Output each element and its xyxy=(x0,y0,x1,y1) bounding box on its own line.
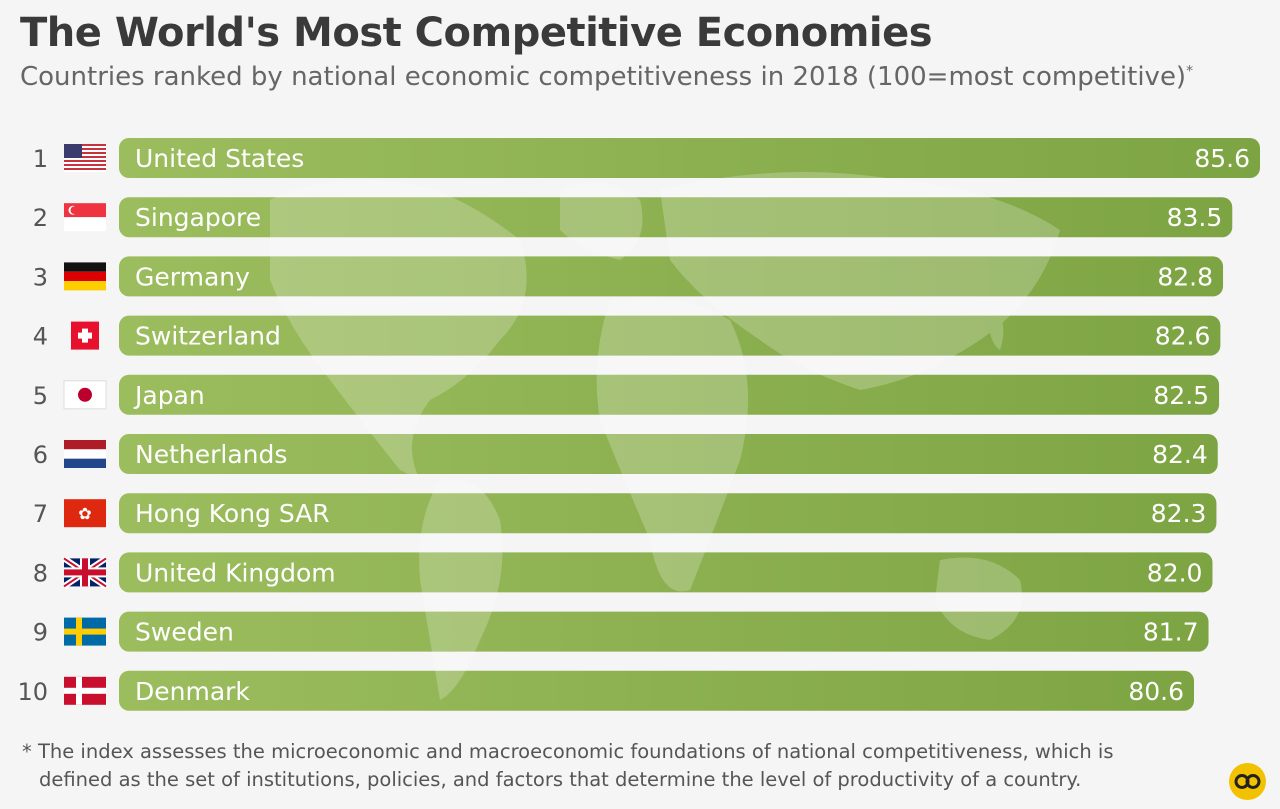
chart-title: The World's Most Competitive Economies xyxy=(20,10,933,56)
rank-label: 6 xyxy=(33,441,48,469)
bar xyxy=(119,611,1209,652)
subtitle-footnote-mark: * xyxy=(1186,63,1194,80)
germany-flag-icon xyxy=(64,262,106,291)
bar-row: 10 Denmark 80.6 xyxy=(17,676,1184,706)
switzerland-flag-icon xyxy=(71,321,99,350)
bar xyxy=(119,670,1194,711)
value-label: 82.8 xyxy=(1157,262,1213,291)
bar-row: 9 Sweden 81.7 xyxy=(33,617,1199,647)
rank-label: 4 xyxy=(33,323,48,351)
category-label: Japan xyxy=(133,381,205,410)
svg-text:✿: ✿ xyxy=(78,504,91,523)
publisher-logo-icon xyxy=(1229,763,1266,800)
subtitle-text: Countries ranked by national economic co… xyxy=(20,62,1187,92)
category-label: Hong Kong SAR xyxy=(135,499,330,528)
bar xyxy=(119,315,1221,356)
bar xyxy=(119,256,1224,297)
bar-row: 5 Japan 82.5 xyxy=(33,380,1209,410)
value-label: 85.6 xyxy=(1194,144,1250,173)
hong-kong-flag-icon: ✿ xyxy=(64,499,106,528)
category-label: Germany xyxy=(135,262,250,291)
value-label: 82.5 xyxy=(1153,381,1209,410)
bar xyxy=(119,552,1213,593)
bar-row: 4 Switzerland 82.6 xyxy=(33,321,1211,351)
category-label: Singapore xyxy=(135,203,261,232)
chart-subtitle: Countries ranked by national economic co… xyxy=(20,62,1193,92)
bar xyxy=(119,138,1260,178)
netherlands-flag-icon xyxy=(64,440,106,468)
footnote-line-2: defined as the set of institutions, poli… xyxy=(39,768,1082,791)
world-map-background xyxy=(270,172,1060,700)
category-label: United States xyxy=(135,144,304,173)
category-label: Denmark xyxy=(135,677,250,706)
bar-row: 7 ✿ Hong Kong SAR 82.3 xyxy=(33,499,1207,528)
value-label: 81.7 xyxy=(1143,618,1199,647)
value-label: 82.3 xyxy=(1151,499,1207,528)
rank-label: 1 xyxy=(33,145,48,173)
bar-row: 3 Germany 82.8 xyxy=(33,262,1213,291)
value-label: 82.4 xyxy=(1152,440,1208,469)
rank-label: 8 xyxy=(33,559,48,587)
bar xyxy=(119,493,1217,534)
rank-label: 7 xyxy=(33,500,48,528)
footnote: * The index assesses the microeconomic a… xyxy=(22,738,1202,794)
value-label: 82.0 xyxy=(1147,558,1203,587)
rank-label: 3 xyxy=(33,263,48,291)
rank-label: 2 xyxy=(33,204,48,232)
category-label: Netherlands xyxy=(135,440,287,469)
uk-flag-icon xyxy=(62,555,108,589)
value-label: 82.6 xyxy=(1155,322,1211,351)
value-label: 80.6 xyxy=(1128,677,1184,706)
bar-row: 6 Netherlands 82.4 xyxy=(33,440,1208,469)
sweden-flag-icon xyxy=(64,617,106,646)
bar-row: 8 United Kingdom 82.0 xyxy=(33,555,1203,589)
bar-row: 1 United States 85.6 xyxy=(33,144,1250,173)
usa-flag-icon xyxy=(64,144,106,172)
singapore-flag-icon xyxy=(64,203,106,232)
bar xyxy=(119,374,1220,415)
bar xyxy=(119,434,1218,474)
bar-row: 2 Singapore 83.5 xyxy=(33,203,1223,232)
japan-flag-icon xyxy=(63,380,107,410)
bar xyxy=(119,197,1233,238)
footnote-line-1: * The index assesses the microeconomic a… xyxy=(22,740,1114,763)
denmark-flag-icon xyxy=(64,676,106,705)
value-label: 83.5 xyxy=(1167,203,1223,232)
category-label: Switzerland xyxy=(135,322,281,351)
rank-label: 10 xyxy=(17,678,48,706)
rank-label: 9 xyxy=(33,619,48,647)
bar-chart: 1 United States 85.6 2 Singapore 83.5 3 Germany… xyxy=(17,138,1260,711)
rank-label: 5 xyxy=(33,382,48,410)
category-label: Sweden xyxy=(135,618,234,647)
category-label: United Kingdom xyxy=(135,558,336,587)
